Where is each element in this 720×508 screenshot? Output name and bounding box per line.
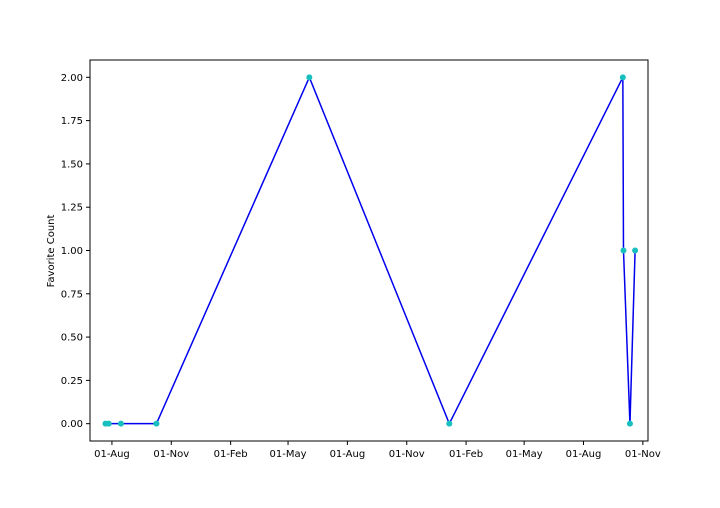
data-point [626,420,633,427]
y-tick-label: 1.75 [61,116,83,127]
data-point [619,74,626,81]
x-tick-label: 01-Aug [330,449,366,460]
x-tick-label: 01-Nov [625,449,661,460]
x-tick-label: 01-Nov [153,449,189,460]
y-axis-label: Favorite Count [46,215,57,288]
y-tick-label: 0.00 [61,419,83,430]
y-tick-label: 2.00 [61,73,83,84]
data-point [446,420,453,427]
axes: 0.00 0.25 0.50 0.75 1.00 1.25 1.50 1.75 2.00 01-A… [61,59,661,460]
y-tick-label: 0.50 [61,333,83,344]
y-tick-label: 0.75 [61,289,83,300]
x-tick-label: 01-Aug [94,449,130,460]
data-point [153,420,160,427]
y-tick-label: 1.50 [61,159,83,170]
plot-area [102,74,639,427]
series-line [105,75,636,426]
data-point [632,247,639,254]
x-tick-label: 01-Feb [214,449,248,460]
y-tick-label: 0.25 [61,376,83,387]
y-tick-label: 1.25 [61,203,83,214]
data-point [306,74,313,81]
y-tick-label: 1.00 [61,246,83,257]
x-tick-label: 01-May [506,449,543,460]
x-tick-label: 01-Feb [449,449,483,460]
data-point [105,420,112,427]
x-tick-label: 01-Aug [566,449,602,460]
x-tick-label: 01-Nov [389,449,425,460]
data-point [620,247,627,254]
data-point [117,420,124,427]
x-tick-label: 01-May [270,449,307,460]
